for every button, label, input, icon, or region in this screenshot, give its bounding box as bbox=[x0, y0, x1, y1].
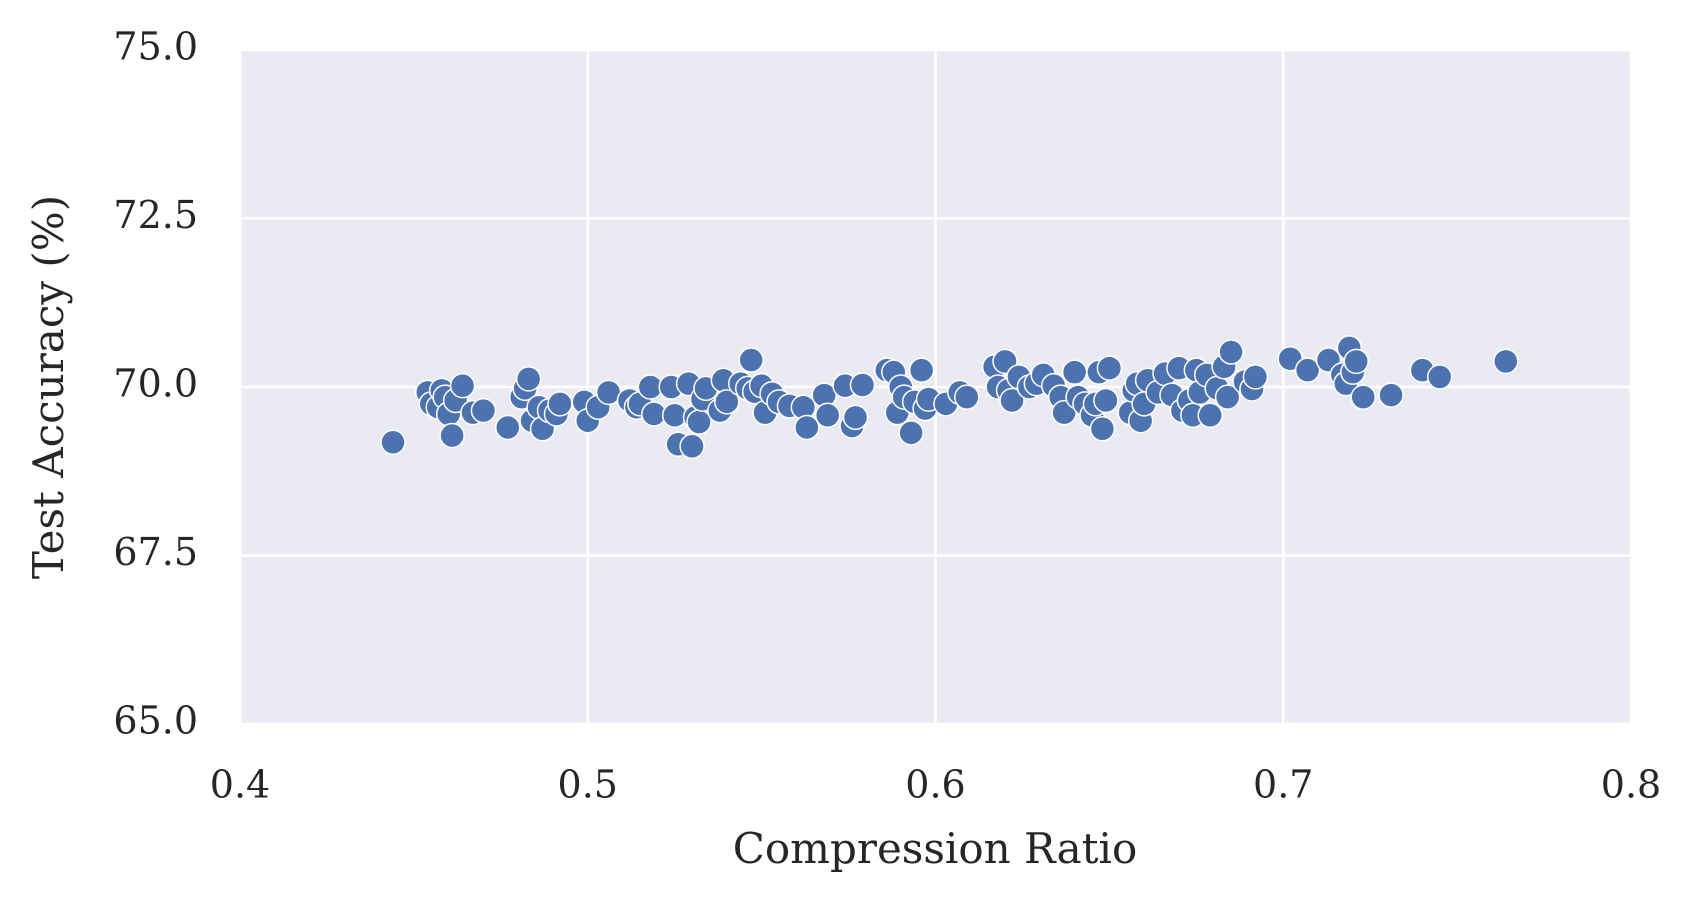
point bbox=[515, 366, 542, 392]
point bbox=[1343, 348, 1370, 375]
x-tick-label: 0.7 bbox=[1253, 763, 1313, 807]
point bbox=[1096, 355, 1123, 381]
point bbox=[1294, 357, 1321, 383]
point bbox=[495, 414, 521, 441]
y-tick-label: 65.0 bbox=[113, 699, 198, 743]
point bbox=[1493, 348, 1519, 375]
y-tick-label: 75.0 bbox=[113, 25, 198, 69]
point bbox=[738, 347, 764, 373]
point bbox=[908, 357, 935, 383]
point bbox=[842, 404, 869, 431]
point bbox=[954, 384, 980, 410]
point bbox=[1089, 416, 1116, 442]
x-tick-label: 0.8 bbox=[1601, 763, 1661, 807]
x-tick-label: 0.5 bbox=[558, 763, 618, 807]
point bbox=[1061, 359, 1088, 385]
point bbox=[814, 402, 841, 429]
point bbox=[1350, 384, 1376, 410]
point bbox=[1093, 387, 1119, 414]
y-axis-label: Test Accuracy (%) bbox=[24, 195, 73, 579]
point bbox=[449, 372, 476, 399]
point bbox=[547, 391, 573, 417]
point bbox=[1214, 384, 1241, 410]
y-tick-label: 67.5 bbox=[113, 530, 198, 574]
y-tick-label: 70.0 bbox=[113, 362, 198, 406]
x-tick-label: 0.4 bbox=[210, 763, 270, 807]
point bbox=[898, 420, 924, 446]
point bbox=[1426, 364, 1453, 390]
point bbox=[380, 429, 406, 456]
point bbox=[439, 422, 465, 449]
point bbox=[1218, 339, 1244, 365]
point bbox=[794, 414, 820, 441]
point bbox=[1378, 382, 1404, 408]
point bbox=[1242, 364, 1269, 390]
point bbox=[686, 409, 712, 435]
x-tick-label: 0.6 bbox=[905, 763, 965, 807]
point bbox=[679, 433, 705, 460]
point bbox=[714, 389, 740, 415]
point bbox=[999, 387, 1025, 414]
point bbox=[470, 397, 497, 424]
point bbox=[849, 372, 876, 398]
y-tick-label: 72.5 bbox=[113, 193, 198, 237]
x-axis-label: Compression Ratio bbox=[733, 824, 1138, 873]
point bbox=[1197, 402, 1223, 429]
